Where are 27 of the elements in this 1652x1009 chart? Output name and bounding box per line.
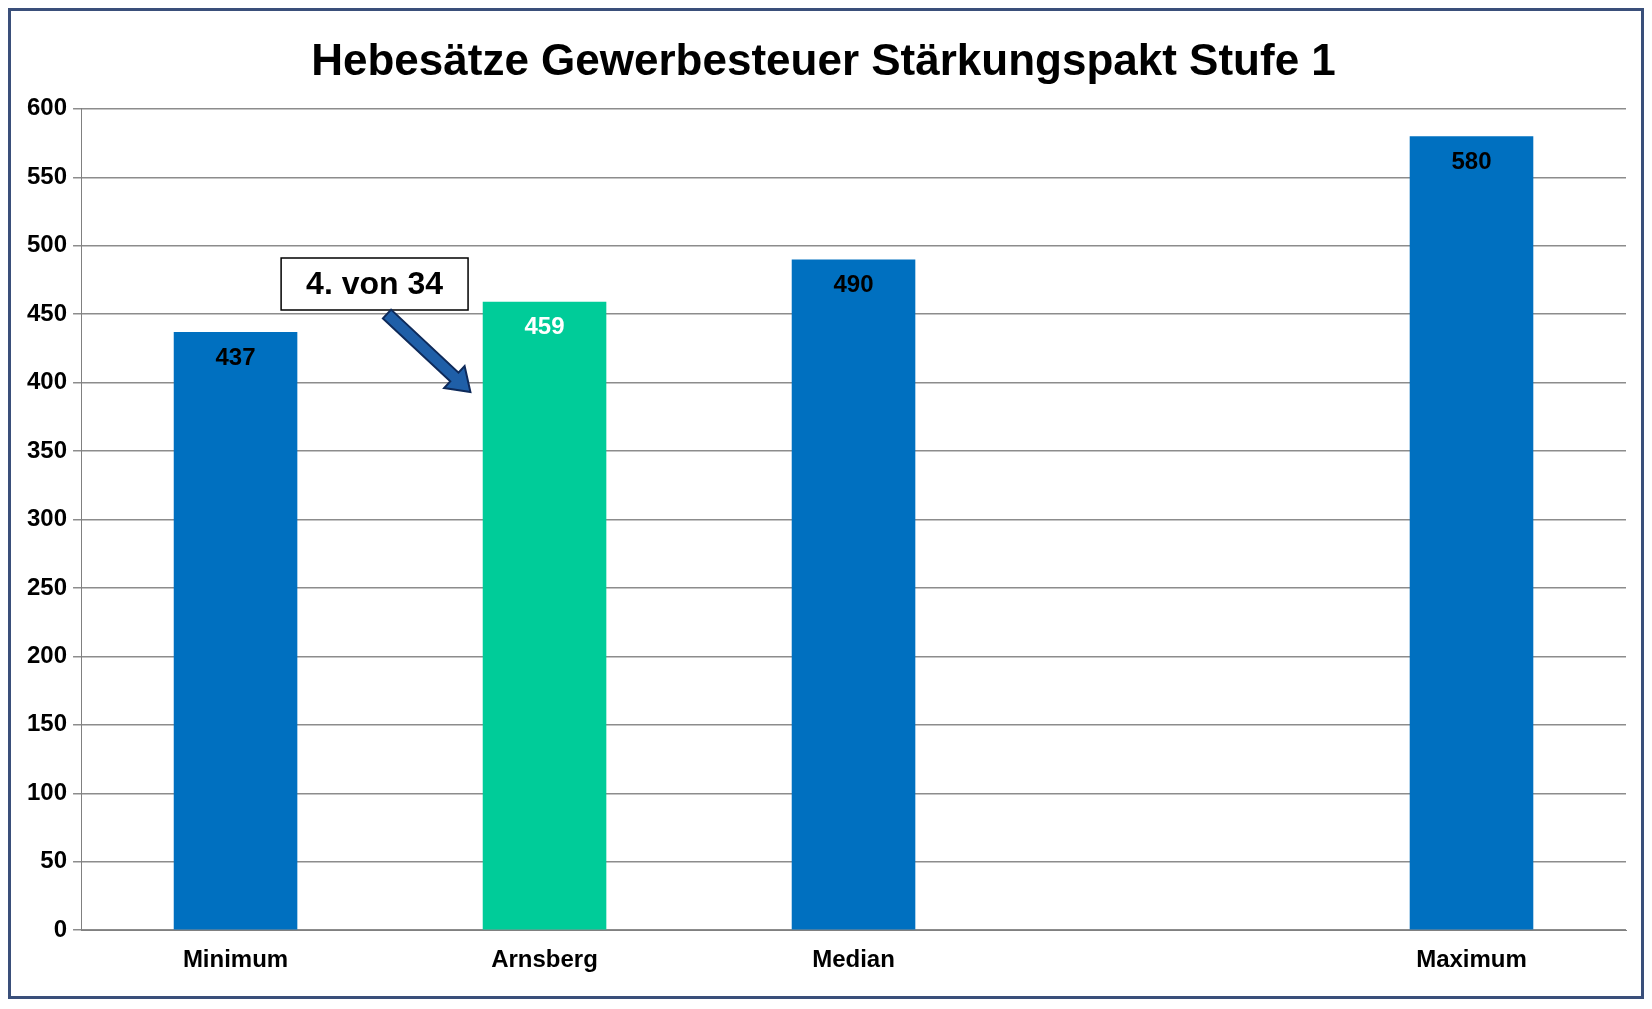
y-tick-label: 500 [27,230,68,258]
x-tick-label: Minimum [182,945,289,973]
x-tick-label: Median [812,945,895,973]
data-label: 580 [1451,146,1492,174]
bar [1409,136,1534,930]
bar [791,259,916,930]
bar [173,331,298,930]
y-tick-label: 50 [40,846,68,874]
y-tick-label: 400 [27,367,68,395]
data-label: 459 [524,312,565,340]
bar [482,301,607,930]
data-label: 490 [833,270,874,298]
y-tick-label: 550 [27,161,68,189]
data-label: 437 [215,342,256,370]
y-tick-label: 150 [27,709,68,737]
y-tick-label: 350 [27,435,68,463]
x-tick-label: Arnsberg [491,945,598,973]
annotation: 4. von 34 [306,264,444,301]
y-tick-label: 200 [27,641,68,669]
y-tick-label: 300 [27,504,68,532]
y-tick-label: 100 [27,777,68,805]
y-tick-label: 600 [27,93,68,121]
y-tick-label: 250 [27,572,68,600]
y-tick-label: 0 [53,914,68,942]
y-tick-label: 450 [27,298,68,326]
x-tick-label: Maximum [1416,945,1527,973]
chart-title: Hebesätze Gewerbesteuer Stärkungspakt Stufe 1 [311,34,1336,84]
